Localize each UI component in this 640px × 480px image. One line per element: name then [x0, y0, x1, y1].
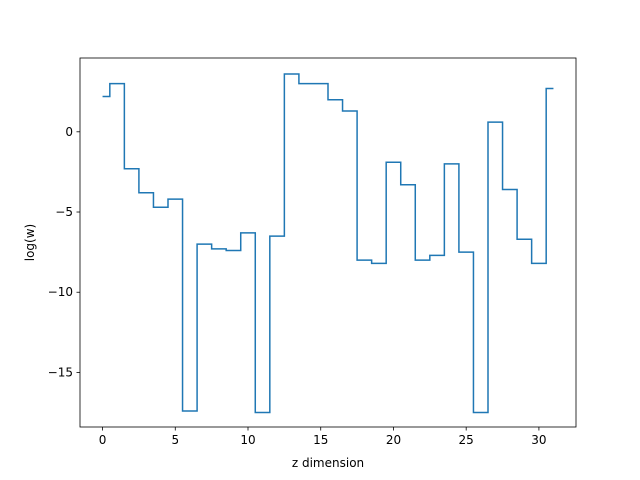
y-tick-label: −15: [48, 365, 73, 379]
x-tick-label: 5: [171, 433, 179, 447]
x-tick-label: 15: [313, 433, 328, 447]
y-tick-label: −5: [55, 205, 73, 219]
axes-frame: [79, 57, 577, 428]
x-axis: 0 5 10 15 20 25 30: [99, 427, 547, 447]
x-axis-label: z dimension: [292, 456, 364, 470]
plot-area: [102, 73, 554, 414]
y-tick-label: 0: [65, 125, 73, 139]
y-axis: −15 −10 −5 0: [48, 125, 80, 379]
y-axis-label: log(w): [23, 224, 37, 261]
x-tick-label: 20: [386, 433, 401, 447]
series-line: [102, 73, 554, 414]
x-tick-label: 25: [459, 433, 474, 447]
x-tick-label: 10: [240, 433, 255, 447]
y-tick-label: −10: [48, 285, 73, 299]
x-tick-label: 30: [531, 433, 546, 447]
x-tick-label: 0: [99, 433, 107, 447]
